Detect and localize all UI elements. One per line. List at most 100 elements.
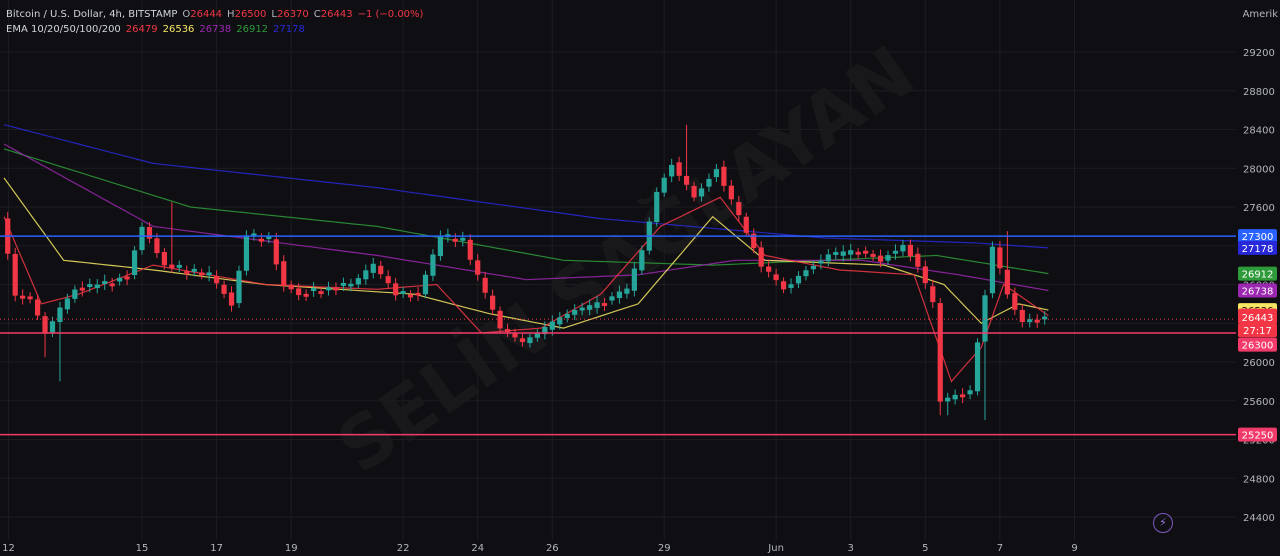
candle-body xyxy=(393,283,399,296)
candle xyxy=(184,265,190,280)
candle xyxy=(669,158,675,183)
candle-body xyxy=(161,252,167,266)
candle xyxy=(400,286,406,299)
candle xyxy=(318,287,324,299)
candle-body xyxy=(303,293,309,297)
candle-body xyxy=(407,294,414,298)
price-tick-label: 25600 xyxy=(1243,397,1275,408)
candle-body xyxy=(430,254,436,276)
candle-body xyxy=(900,244,906,252)
time-tick-label: 9 xyxy=(1071,543,1077,554)
candle-body xyxy=(594,302,600,308)
candle xyxy=(452,233,458,248)
candle xyxy=(460,231,466,247)
ema-price-label: 26912 xyxy=(1242,270,1274,281)
ema100-value: 26912 xyxy=(236,24,269,35)
low-value: 26370 xyxy=(276,9,309,20)
candle-body xyxy=(601,303,608,306)
candle-body xyxy=(27,296,33,300)
candle xyxy=(385,270,391,289)
candle-body xyxy=(579,307,585,311)
candle xyxy=(930,279,936,309)
candle xyxy=(124,270,130,286)
candle-body xyxy=(12,253,18,296)
candle xyxy=(482,271,488,299)
candle xyxy=(27,292,33,304)
ema-price-label: 27178 xyxy=(1242,244,1274,255)
ema50-value: 26738 xyxy=(199,24,232,35)
lightning-icon[interactable]: ⚡ xyxy=(1153,513,1173,533)
ema-price-tag xyxy=(1238,266,1277,281)
candle xyxy=(363,264,369,285)
candle-body xyxy=(467,239,473,260)
candle-body xyxy=(176,264,182,268)
candle xyxy=(296,283,302,301)
candle-body xyxy=(960,394,966,398)
candle xyxy=(117,273,123,286)
timezone-label[interactable]: Amerik xyxy=(1242,9,1278,20)
candle-body xyxy=(325,287,332,291)
candle xyxy=(639,245,645,275)
candle-body xyxy=(20,295,26,299)
time-tick-label: 24 xyxy=(471,543,484,554)
symbol-legend: Bitcoin / U.S. Dollar, 4h, BITSTAMP O2644… xyxy=(6,9,428,20)
candle xyxy=(952,389,958,405)
candle-body xyxy=(587,305,593,310)
candle-body xyxy=(945,397,951,402)
candle xyxy=(243,230,250,276)
candle-body xyxy=(803,270,809,277)
candle xyxy=(94,279,100,294)
candle-body xyxy=(564,313,570,319)
candle xyxy=(348,278,354,292)
level-26300-label: 26300 xyxy=(1242,341,1274,352)
ema-price-tag xyxy=(1238,283,1277,298)
ema-legend[interactable]: EMA 10/20/50/100/200 26479 26536 26738 26912… xyxy=(6,24,310,35)
candle-body xyxy=(691,185,697,198)
candle-body xyxy=(624,288,630,294)
candle xyxy=(430,249,436,281)
candle-body xyxy=(124,276,130,280)
candle-body xyxy=(72,289,78,299)
candle-body xyxy=(370,263,376,273)
low-label: L xyxy=(271,9,277,20)
candle-body xyxy=(549,321,555,330)
time-tick-label: 3 xyxy=(848,543,854,554)
candle xyxy=(691,181,697,202)
candle xyxy=(467,234,473,265)
candle xyxy=(504,323,511,338)
candle xyxy=(281,255,287,292)
candle-body xyxy=(863,250,869,254)
candle xyxy=(870,249,876,261)
candle-body xyxy=(1042,316,1048,320)
candle-body xyxy=(109,283,115,287)
candle xyxy=(475,253,481,281)
candle xyxy=(766,260,772,278)
candle-body xyxy=(534,332,540,338)
candle xyxy=(609,292,615,305)
candle-body xyxy=(930,286,936,303)
time-tick-label: 12 xyxy=(2,543,15,554)
candle-body xyxy=(206,272,212,276)
candle-body xyxy=(810,265,817,270)
ema200-line xyxy=(3,124,1049,249)
candle xyxy=(437,230,444,261)
candle xyxy=(102,274,108,291)
candle xyxy=(251,229,257,241)
close-value: 26443 xyxy=(320,9,353,20)
candle xyxy=(624,283,630,299)
candle xyxy=(743,212,749,237)
time-tick-label: 5 xyxy=(922,543,928,554)
candle-body xyxy=(504,328,511,333)
candle xyxy=(594,296,600,314)
candle xyxy=(1019,304,1025,328)
candle xyxy=(161,247,167,270)
high-label: H xyxy=(227,9,235,20)
candle xyxy=(139,222,145,255)
candle-body xyxy=(825,254,831,262)
candle-body xyxy=(982,295,988,342)
candle-body xyxy=(922,266,928,284)
candle-body xyxy=(937,303,943,402)
candle xyxy=(810,260,817,275)
ema200-value: 27178 xyxy=(273,24,305,35)
